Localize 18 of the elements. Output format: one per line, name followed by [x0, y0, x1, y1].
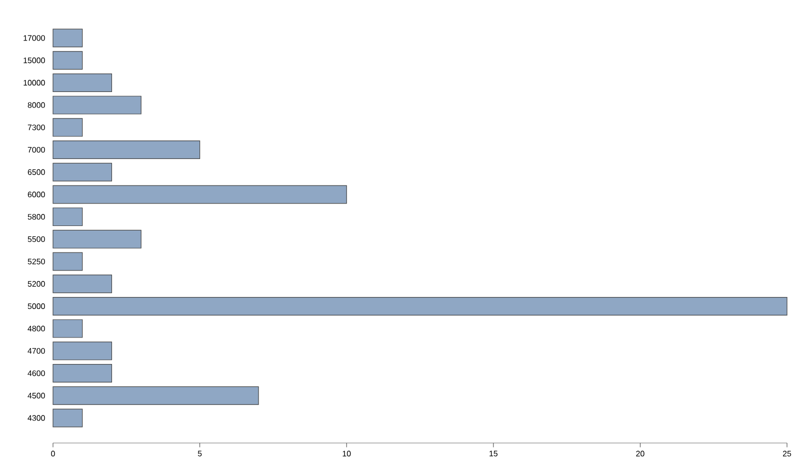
bar [52, 364, 112, 383]
bar [52, 342, 112, 360]
bar [52, 408, 83, 428]
bar [52, 162, 112, 182]
bar [52, 28, 83, 48]
bar [52, 208, 83, 226]
bar [52, 51, 83, 70]
bar [52, 386, 259, 405]
bar [52, 96, 142, 114]
bar [52, 274, 112, 294]
bar [52, 230, 142, 248]
bar [52, 185, 347, 204]
bar [52, 140, 200, 160]
bar [52, 118, 83, 137]
bar [52, 296, 788, 316]
bar [52, 252, 83, 271]
bar [52, 319, 83, 338]
bar [52, 73, 112, 92]
